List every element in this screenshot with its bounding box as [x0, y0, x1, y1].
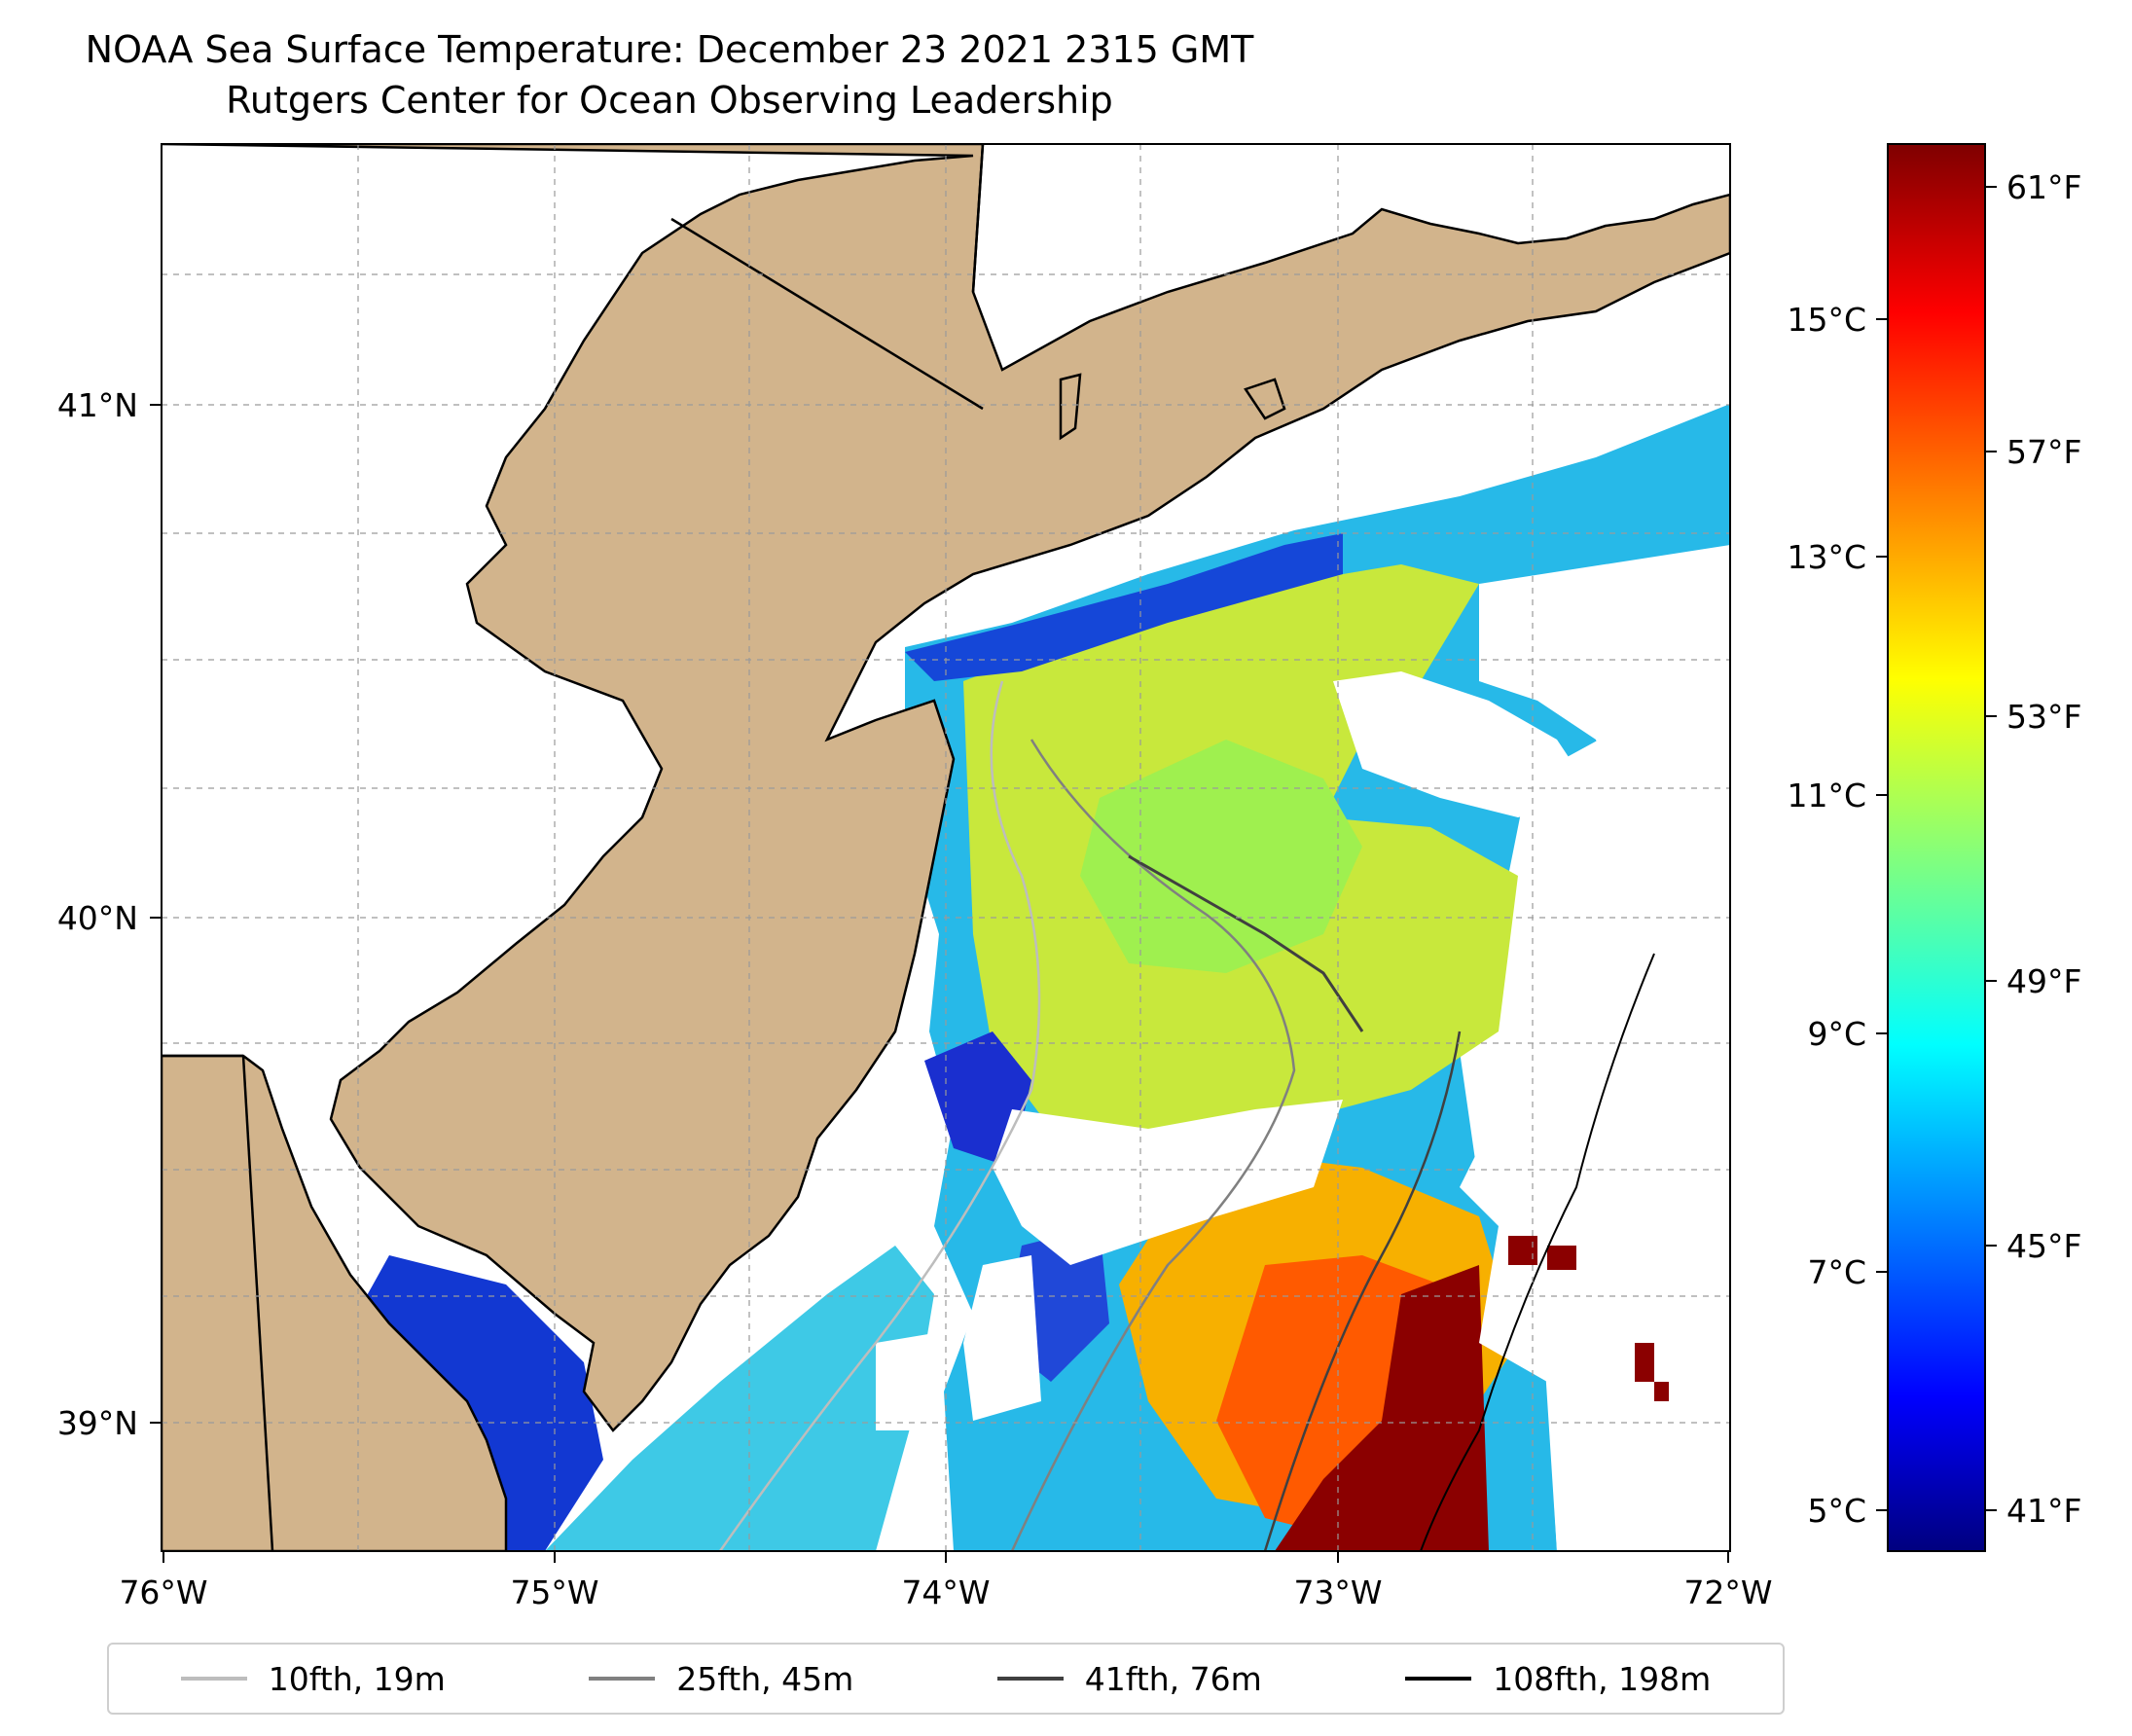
- colorbar-celsius-label: 9°C: [1807, 1015, 1866, 1053]
- legend-line-icon: [589, 1677, 656, 1681]
- gridlines: [162, 144, 1730, 1551]
- sst-map: 76°W 75°W 74°W 73°W 72°W 41°N 40°N 39°N …: [57, 143, 2081, 1611]
- lon-tick-label: 76°W: [119, 1573, 207, 1611]
- axis-ticks: [150, 404, 1729, 1563]
- isobath-legend: 10fth, 19m 25fth, 45m 41fth, 76m 108fth,…: [107, 1643, 1785, 1715]
- legend-label: 108fth, 198m: [1493, 1659, 1712, 1698]
- colorbar-fahrenheit-label: 53°F: [2006, 698, 2081, 736]
- legend-item: 25fth, 45m: [589, 1660, 853, 1698]
- colorbar-fahrenheit-label: 49°F: [2006, 962, 2081, 1000]
- colorbar-celsius-label: 11°C: [1787, 777, 1866, 814]
- colorbar-fahrenheit-label: 45°F: [2006, 1227, 2081, 1265]
- legend-line-icon: [180, 1677, 247, 1681]
- colorbar-fahrenheit-label: 57°F: [2006, 433, 2081, 471]
- isobath-contours: [718, 680, 1655, 1551]
- legend-item: 108fth, 198m: [1405, 1660, 1711, 1698]
- lon-tick-label: 73°W: [1293, 1573, 1382, 1611]
- legend-item: 41fth, 76m: [996, 1659, 1262, 1698]
- colorbar-ticks: [1876, 186, 1997, 1511]
- lon-tick-label: 75°W: [510, 1573, 598, 1611]
- colorbar-fahrenheit-label: 41°F: [2006, 1492, 2081, 1530]
- state-borders: [162, 144, 985, 1551]
- warm-patches: [1508, 1236, 1669, 1401]
- map-title: NOAA Sea Surface Temperature: December 2…: [85, 28, 1254, 71]
- colorbar-fahrenheit-label: 61°F: [2006, 168, 2081, 206]
- lat-tick-label: 39°N: [57, 1404, 138, 1442]
- legend-line-icon: [1405, 1677, 1472, 1681]
- lon-tick-label: 74°W: [901, 1573, 990, 1611]
- map-subtitle: Rutgers Center for Ocean Observing Leade…: [226, 79, 1113, 122]
- colorbar-celsius-label: 7°C: [1807, 1253, 1866, 1291]
- legend-label: 25fth, 45m: [676, 1659, 854, 1698]
- colorbar: [1887, 143, 1986, 1552]
- legend-label: 10fth, 19m: [268, 1659, 446, 1698]
- lat-tick-label: 40°N: [57, 899, 138, 937]
- colorbar-celsius-label: 5°C: [1807, 1492, 1866, 1530]
- lat-tick-label: 41°N: [57, 386, 138, 424]
- legend-label: 41fth, 76m: [1084, 1659, 1262, 1698]
- legend-item: 10fth, 19m: [180, 1659, 446, 1698]
- lon-tick-label: 72°W: [1683, 1573, 1772, 1611]
- colorbar-celsius-label: 13°C: [1787, 538, 1866, 576]
- legend-line-icon: [996, 1677, 1064, 1681]
- colorbar-celsius-label: 15°C: [1787, 301, 1866, 339]
